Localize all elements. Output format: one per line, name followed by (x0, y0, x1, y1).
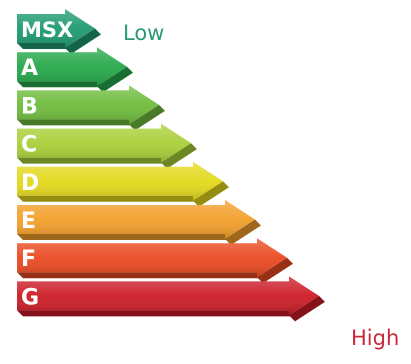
rating-bar-msx: MSX (17, 9, 101, 54)
rating-bar-label: G (21, 285, 39, 310)
rating-bar-label: D (21, 171, 39, 196)
rating-bar-e: E (17, 200, 261, 245)
rating-bar-a: A (17, 47, 133, 93)
rating-bar-label: A (21, 56, 38, 81)
rating-bar-label: C (21, 133, 37, 158)
rating-bar-b: B (17, 85, 165, 131)
rating-bar-c: C (17, 123, 197, 169)
rating-bar-f: F (17, 238, 293, 284)
rating-bar-label: MSX (21, 18, 73, 42)
rating-bar-label: E (21, 209, 36, 234)
low-label: Low (123, 21, 164, 45)
rating-bar-d: D (17, 161, 229, 207)
rating-bar-g: G (17, 276, 325, 322)
rating-bar-label: F (21, 247, 36, 272)
high-label: High (351, 326, 399, 350)
rating-bar-label: B (21, 94, 38, 119)
